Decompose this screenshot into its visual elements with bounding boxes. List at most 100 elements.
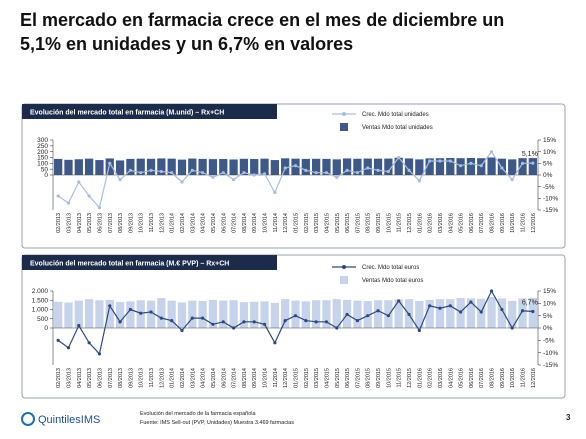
line-marker	[118, 320, 122, 324]
bar	[95, 160, 104, 175]
y-tick-label: 100	[37, 161, 48, 168]
x-tick-label: 08/2014	[242, 213, 248, 233]
x-tick-label: 02/2015	[304, 213, 310, 233]
bar	[260, 158, 269, 175]
line-marker	[438, 159, 442, 163]
y-tick-label: 150	[37, 155, 48, 162]
x-tick-label: 07/2014	[232, 213, 238, 233]
y-tick-label: 300	[37, 137, 48, 144]
line-marker	[314, 320, 318, 324]
bar	[332, 159, 341, 175]
line-marker	[139, 171, 143, 175]
line-marker	[355, 319, 360, 323]
x-tick-label: 12/2016	[531, 213, 537, 233]
line-marker	[262, 322, 267, 326]
x-tick-label: 05/2016	[459, 368, 465, 388]
bar	[146, 158, 156, 175]
bar	[353, 300, 362, 328]
line-marker	[87, 341, 91, 345]
line-marker	[170, 319, 174, 323]
bar	[188, 300, 197, 328]
x-tick-label: 04/2014	[201, 368, 207, 388]
x-tick-label: 03/2015	[314, 213, 320, 233]
bar	[177, 159, 187, 175]
bar	[353, 158, 362, 175]
bar	[229, 159, 238, 175]
x-tick-label: 06/2016	[469, 213, 475, 233]
x-tick-label: 08/2015	[366, 213, 372, 233]
bar	[404, 158, 414, 175]
x-tick-label: 06/2013	[97, 213, 103, 233]
line-marker	[293, 314, 298, 318]
bar	[74, 159, 83, 175]
line-marker	[324, 320, 329, 324]
line-marker	[469, 300, 473, 304]
line-marker	[242, 171, 246, 175]
line-marker	[479, 310, 483, 314]
bar	[508, 159, 517, 175]
x-tick-label: 03/2016	[438, 213, 444, 233]
x-tick-label: 05/2015	[335, 213, 341, 233]
x-tick-label: 09/2014	[252, 368, 258, 388]
bar	[74, 300, 83, 328]
slide-title: El mercado en farmacia crece en el mes d…	[20, 10, 505, 54]
line-marker	[386, 314, 390, 318]
bar	[157, 298, 166, 328]
y2-tick-label: 15%	[543, 288, 556, 295]
bar	[446, 157, 455, 175]
line-marker	[459, 310, 463, 314]
bar	[332, 299, 341, 328]
line-marker	[190, 168, 194, 172]
line-marker	[56, 338, 60, 342]
line-marker	[252, 173, 256, 177]
x-tick-label: 01/2015	[294, 368, 300, 388]
line-marker	[128, 168, 132, 172]
line-marker	[448, 304, 452, 308]
x-tick-label: 12/2014	[283, 213, 289, 233]
y-tick-label: 200	[37, 149, 48, 156]
x-tick-label: 05/2015	[335, 368, 341, 388]
line-marker	[510, 326, 514, 330]
logo-icon	[21, 412, 35, 426]
line-marker	[201, 171, 205, 175]
bar	[239, 158, 249, 175]
x-tick-label: 10/2013	[139, 368, 145, 388]
bar	[394, 299, 403, 328]
y2-tick-label: -5%	[543, 184, 555, 191]
line-marker	[397, 155, 401, 160]
line-marker	[397, 299, 401, 303]
x-tick-label: 02/2015	[304, 368, 310, 388]
x-tick-label: 10/2015	[386, 213, 392, 233]
x-tick-label: 03/2013	[66, 368, 72, 388]
line-marker	[407, 168, 411, 172]
bar	[250, 301, 259, 328]
chart-title: Evolución del mercado total en farmacia …	[30, 261, 229, 268]
x-tick-label: 11/2014	[273, 368, 279, 387]
bar	[342, 158, 352, 175]
bar	[105, 158, 114, 175]
line-marker	[180, 328, 184, 333]
x-tick-label: 07/2014	[232, 368, 238, 388]
x-tick-label: 01/2014	[170, 368, 176, 388]
x-tick-label: 05/2014	[211, 213, 217, 233]
line-marker	[221, 171, 225, 175]
bar	[157, 158, 166, 175]
bar	[425, 158, 434, 175]
bar	[518, 158, 527, 175]
bar	[435, 158, 445, 175]
bar	[528, 158, 537, 175]
line-marker	[149, 310, 153, 314]
legend-marker	[342, 265, 346, 269]
line-marker	[283, 166, 287, 170]
line-marker	[304, 168, 308, 172]
x-tick-label: 12/2015	[407, 213, 413, 233]
bar	[497, 298, 507, 328]
line-marker	[66, 346, 71, 350]
x-tick-label: 10/2014	[263, 213, 269, 233]
bar	[373, 300, 383, 328]
x-tick-label: 01/2014	[170, 213, 176, 233]
line-marker	[376, 309, 380, 313]
line-marker	[190, 316, 194, 320]
legend-label: Crec. Mdo total unidades	[362, 112, 429, 118]
